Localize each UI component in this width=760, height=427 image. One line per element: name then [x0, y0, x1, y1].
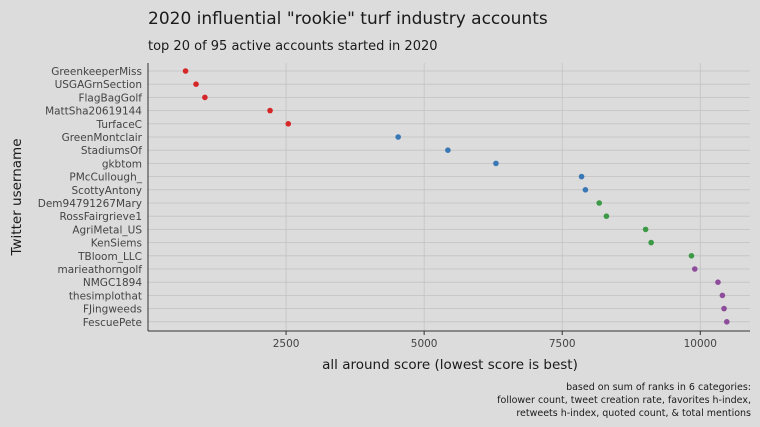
- y-axis-label: Twitter username: [9, 138, 25, 256]
- y-tick-label: RossFairgrieve1: [60, 211, 142, 223]
- caption-line-2: follower count, tweet creation rate, fav…: [497, 395, 751, 406]
- y-tick-label: FJingweeds: [83, 304, 142, 316]
- y-tick-label: GreenMontclair: [62, 132, 143, 144]
- data-point: [721, 305, 727, 312]
- chart-subtitle: top 20 of 95 active accounts started in …: [148, 39, 438, 54]
- y-tick-label: FescuePete: [83, 317, 142, 329]
- y-tick-label: TurfaceC: [96, 119, 143, 131]
- y-tick-label: ScottyAntony: [71, 185, 142, 197]
- x-tick-label: 10000: [684, 338, 717, 350]
- gridlines: [148, 63, 750, 331]
- y-tick-label: FlagBagGolf: [78, 92, 142, 104]
- y-tick-label: GreenkeeperMiss: [51, 66, 142, 78]
- y-tick-label: USGAGrnSection: [55, 79, 142, 91]
- data-point: [688, 253, 695, 259]
- data-point: [603, 213, 610, 219]
- data-point: [493, 160, 499, 167]
- y-tick-label: marieathorngolf: [58, 264, 143, 276]
- data-point: [445, 147, 451, 153]
- y-tick-label: PMcCullough_: [69, 172, 142, 184]
- data-point: [202, 94, 208, 101]
- y-tick-label: TBloom_LLC: [77, 251, 142, 263]
- data-point: [582, 187, 589, 193]
- data-points: [182, 68, 730, 325]
- y-tick-label: AgriMetal_US: [72, 224, 142, 236]
- data-point: [193, 81, 199, 87]
- y-tick-label: NMGC1894: [83, 277, 142, 289]
- data-point: [578, 173, 585, 180]
- x-tick-labels: 2500 5000 7500 10000: [273, 331, 717, 350]
- data-point: [596, 200, 603, 206]
- data-point: [715, 279, 721, 286]
- x-tick-label: 2500: [273, 338, 300, 350]
- data-point: [719, 292, 726, 299]
- y-tick-label: MattSha20619144: [45, 106, 142, 118]
- caption-line-1: based on sum of ranks in 6 categories:: [566, 382, 751, 393]
- data-point: [267, 107, 273, 114]
- x-axis-label: all around score (lowest score is best): [322, 357, 578, 373]
- data-point: [691, 266, 698, 272]
- caption-line-3: retweets h-index, quoted count, & total …: [516, 408, 751, 419]
- x-tick-label: 7500: [549, 338, 576, 350]
- data-point: [395, 134, 401, 140]
- y-tick-labels: GreenkeeperMissUSGAGrnSectionFlagBagGolf…: [38, 66, 143, 329]
- y-tick-label: KenSiems: [91, 238, 142, 250]
- y-tick-label: gkbtom: [102, 158, 142, 170]
- data-point: [642, 226, 649, 233]
- data-point: [724, 319, 730, 325]
- data-point: [648, 239, 654, 246]
- chart-title: 2020 influential "rookie" turf industry …: [148, 9, 548, 29]
- y-tick-label: Dem94791267Mary: [38, 198, 142, 210]
- data-point: [285, 121, 292, 127]
- x-tick-label: 5000: [411, 338, 438, 350]
- y-tick-label: thesimplothat: [69, 290, 142, 302]
- data-point: [182, 68, 189, 74]
- y-tick-label: StadiumsOf: [81, 145, 142, 157]
